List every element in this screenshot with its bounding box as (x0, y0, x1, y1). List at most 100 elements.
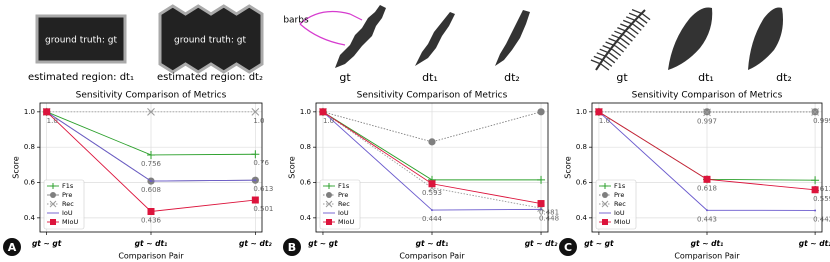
data-label: 0.436 (141, 217, 162, 225)
data-label: 0.618 (697, 184, 717, 192)
point (147, 150, 155, 159)
legend-label: F1s (614, 182, 626, 190)
panel-badge (559, 238, 577, 256)
feather-barb (611, 34, 622, 40)
feather-barb (628, 12, 640, 18)
plot-frame (591, 102, 823, 233)
x-tick-label: gt ∼ dt₂ (525, 239, 558, 248)
feather-barb (632, 23, 642, 31)
label: dt₁ (422, 71, 438, 84)
feather-barb (612, 49, 622, 57)
data-label: 0.613 (253, 185, 273, 193)
point (537, 108, 545, 116)
caption: estimated region: dt₂ (157, 72, 263, 83)
feather-barb (617, 26, 628, 33)
legend-marker (602, 219, 608, 225)
y-tick-label: 0.4 (24, 214, 36, 222)
legend-marker (50, 192, 56, 198)
point (811, 176, 820, 185)
point (251, 196, 259, 204)
legend-label: Pre (614, 191, 624, 199)
y-axis-label: Score (288, 156, 297, 178)
legend-marker (602, 183, 608, 189)
data-label: 0.593 (422, 189, 442, 197)
y-tick-label: 0.8 (576, 143, 587, 151)
feather-barb (608, 37, 619, 44)
data-label: 1.0 (323, 117, 334, 125)
annotation: barbs (283, 16, 309, 26)
point (147, 107, 155, 116)
plot-frame (315, 102, 549, 233)
feather-barb (622, 19, 634, 26)
legend-label: MIoU (614, 218, 631, 226)
point (150, 180, 152, 183)
y-tick-label: 0.4 (300, 214, 312, 222)
chart-title: Sensitivity Comparison of Metrics (357, 91, 508, 101)
point (251, 150, 260, 159)
feather-barb (635, 20, 645, 28)
point (251, 107, 260, 116)
legend-marker (325, 200, 333, 208)
feather-barb (621, 38, 630, 46)
feather-barb (638, 16, 648, 24)
label: dt₂ (504, 71, 520, 84)
legend-label: MIoU (62, 218, 79, 226)
legend-label: MIoU (338, 218, 355, 226)
point (706, 209, 708, 212)
leaf-dt1 (415, 12, 455, 66)
label: dt₁ (698, 71, 714, 84)
feather-barb (629, 27, 639, 35)
data-label: 0.613 (813, 185, 830, 193)
feather-barb (620, 23, 631, 29)
legend-label: Rec (62, 200, 74, 208)
feather-barb (624, 34, 633, 42)
feather-barb (626, 31, 636, 39)
feather-barb (618, 41, 627, 49)
barb-arrows (299, 11, 363, 46)
y-tick-label: 0.4 (576, 214, 588, 222)
leaf-dt2 (495, 10, 530, 66)
x-tick-label: gt ∼ dt₂ (239, 239, 272, 248)
legend-label: IoU (62, 209, 73, 217)
point (254, 179, 257, 182)
x-tick-label: gt ∼ dt₂ (799, 239, 830, 248)
label: gt (616, 71, 628, 84)
data-label: 0.756 (141, 160, 162, 168)
feather-barb (609, 52, 619, 60)
feather-dt2 (748, 7, 783, 70)
x-axis-label: Comparison Pair (118, 252, 184, 261)
point (595, 108, 603, 116)
point (428, 138, 436, 146)
gt-box (35, 14, 127, 64)
box-text: ground truth: gt (174, 36, 246, 46)
legend-label: F1s (338, 182, 350, 190)
feather-shaft (595, 9, 646, 71)
feather-barb (641, 13, 651, 21)
y-tick-label: 0.8 (300, 143, 311, 151)
legend-marker (602, 192, 608, 198)
feather-barb (596, 52, 608, 58)
legend-marker (50, 183, 56, 189)
caption: estimated region: dt₁ (28, 72, 134, 83)
data-label: 0.76 (253, 159, 269, 167)
legend-label: IoU (338, 209, 349, 217)
label: gt (339, 71, 351, 84)
data-label: 0.448 (539, 214, 559, 222)
y-tick-label: 0.6 (24, 179, 36, 187)
point (540, 208, 543, 211)
legend-label: Pre (62, 191, 72, 199)
feather-barb (625, 16, 637, 22)
point (319, 108, 327, 116)
x-tick-label: gt ∼ gt (584, 239, 614, 248)
plot-frame (39, 102, 263, 233)
leaf-gt (335, 5, 386, 68)
point (537, 175, 546, 184)
y-tick-label: 1.0 (300, 108, 311, 116)
legend-label: Rec (614, 200, 626, 208)
feather-barb (593, 55, 605, 62)
point (147, 208, 155, 216)
panel-letter: B (288, 241, 296, 254)
legend-label: Pre (338, 191, 348, 199)
dt-box (158, 4, 264, 74)
